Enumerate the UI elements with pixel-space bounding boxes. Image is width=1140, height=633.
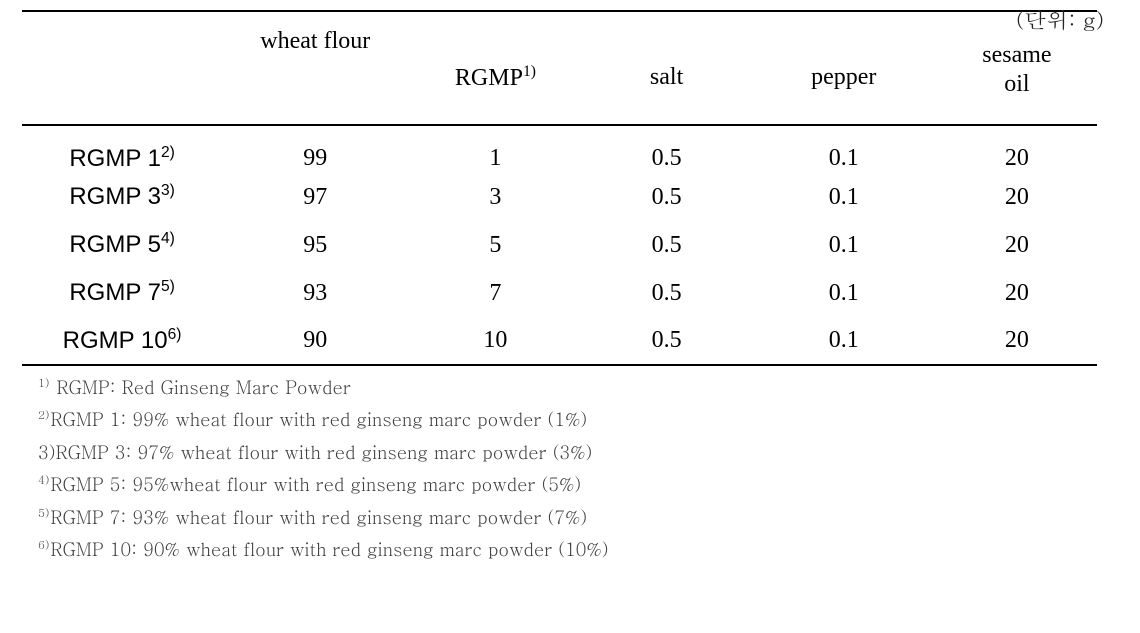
cell: 97 [222, 173, 408, 221]
table-row: RGMP 54) 95 5 0.5 0.1 20 [22, 221, 1097, 269]
row-label-sup: 5) [161, 278, 175, 295]
footnote-sup: 2) [38, 407, 49, 423]
cell: 0.1 [751, 317, 937, 365]
footnote-text: RGMP 1: 99% wheat flour with red ginseng… [50, 407, 587, 432]
footnote: 4)RGMP 5: 95%wheat flour with red ginsen… [38, 469, 1118, 501]
table-header-row: wheat flour RGMP1) salt pepper sesame oi… [22, 11, 1097, 125]
unit-label: (단위: g) [1016, 4, 1104, 35]
sesame-bottom: oil [1004, 71, 1029, 97]
cell: 0.5 [583, 125, 751, 173]
table-row: RGMP 75) 93 7 0.5 0.1 20 [22, 269, 1097, 317]
col-header-pepper: pepper [751, 11, 937, 125]
page: (단위: g) wheat flour RGMP1) salt pepper s… [0, 10, 1140, 633]
cell: 0.5 [583, 269, 751, 317]
col-header-empty [22, 11, 222, 125]
cell: 0.1 [751, 221, 937, 269]
cell: 20 [937, 269, 1097, 317]
table-body: RGMP 12) 99 1 0.5 0.1 20 RGMP 33) 97 3 0… [22, 125, 1097, 365]
cell: 90 [222, 317, 408, 365]
row-label-text: RGMP 7 [69, 279, 161, 306]
cell: 0.5 [583, 173, 751, 221]
cell: 0.5 [583, 317, 751, 365]
footnote-text: 3)RGMP 3: 97% wheat flour with red ginse… [38, 440, 592, 465]
cell: 10 [408, 317, 582, 365]
row-label: RGMP 106) [22, 317, 222, 365]
cell: 20 [937, 125, 1097, 173]
row-label: RGMP 75) [22, 269, 222, 317]
row-label-text: RGMP 5 [69, 231, 161, 258]
table-row: RGMP 33) 97 3 0.5 0.1 20 [22, 173, 1097, 221]
cell: 20 [937, 221, 1097, 269]
row-label-text: RGMP 1 [69, 145, 161, 172]
cell: 99 [222, 125, 408, 173]
footnote-text: RGMP: Red Ginseng Marc Powder [50, 375, 350, 400]
footnote-text: RGMP 7: 93% wheat flour with red ginseng… [50, 505, 587, 530]
cell: 5 [408, 221, 582, 269]
sesame-top: sesame [982, 42, 1051, 68]
cell: 0.1 [751, 269, 937, 317]
cell: 93 [222, 269, 408, 317]
row-label: RGMP 54) [22, 221, 222, 269]
cell: 95 [222, 221, 408, 269]
table-row: RGMP 106) 90 10 0.5 0.1 20 [22, 317, 1097, 365]
col-header-rgmp-text: RGMP [455, 65, 523, 91]
col-header-rgmp: RGMP1) [408, 11, 582, 125]
cell: 1 [408, 125, 582, 173]
cell: 7 [408, 269, 582, 317]
col-header-wheat-flour: wheat flour [222, 11, 408, 125]
row-label-text: RGMP 10 [63, 327, 168, 354]
row-label-sup: 3) [161, 182, 175, 199]
row-label: RGMP 12) [22, 125, 222, 173]
footnote-sup: 6) [38, 537, 49, 553]
table-row: RGMP 12) 99 1 0.5 0.1 20 [22, 125, 1097, 173]
cell: 3 [408, 173, 582, 221]
cell: 20 [937, 173, 1097, 221]
footnote-sup: 5) [38, 505, 49, 521]
footnote: 3)RGMP 3: 97% wheat flour with red ginse… [38, 437, 1118, 469]
row-label-text: RGMP 3 [69, 183, 161, 210]
row-label-sup: 4) [161, 230, 175, 247]
footnote-sup: 4) [38, 472, 49, 488]
row-label-sup: 6) [168, 326, 182, 343]
footnote-sup: 1) [38, 375, 49, 391]
footnote: 1) RGMP: Red Ginseng Marc Powder [38, 372, 1118, 404]
cell: 20 [937, 317, 1097, 365]
row-label-sup: 2) [161, 144, 175, 161]
col-header-rgmp-sup: 1) [523, 63, 536, 80]
col-header-salt: salt [583, 11, 751, 125]
footnote-text: RGMP 10: 90% wheat flour with red ginsen… [50, 537, 608, 562]
row-label: RGMP 33) [22, 173, 222, 221]
footnote-text: RGMP 5: 95%wheat flour with red ginseng … [50, 472, 581, 497]
cell: 0.1 [751, 125, 937, 173]
footnote: 2)RGMP 1: 99% wheat flour with red ginse… [38, 404, 1118, 436]
cell: 0.5 [583, 221, 751, 269]
cell: 0.1 [751, 173, 937, 221]
footnote: 5)RGMP 7: 93% wheat flour with red ginse… [38, 502, 1118, 534]
footnote: 6)RGMP 10: 90% wheat flour with red gins… [38, 534, 1118, 566]
footnotes: 1) RGMP: Red Ginseng Marc Powder 2)RGMP … [22, 372, 1118, 566]
ingredients-table: wheat flour RGMP1) salt pepper sesame oi… [22, 10, 1097, 366]
